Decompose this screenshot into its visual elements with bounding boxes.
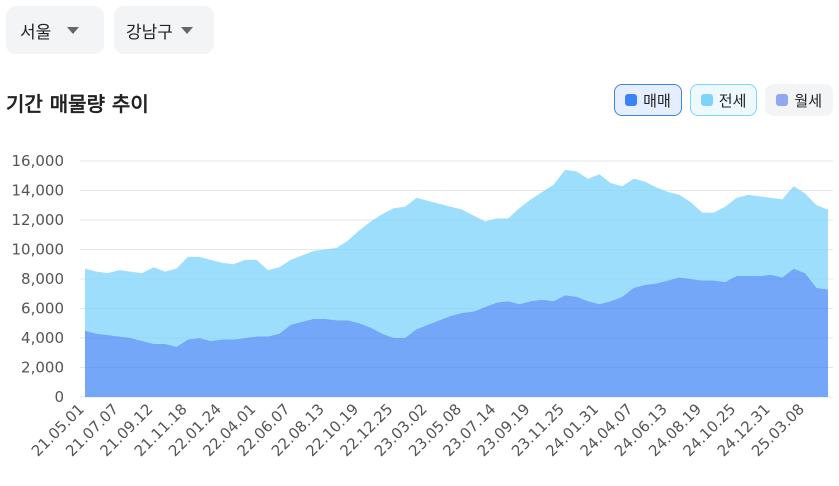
y-tick-label: 4,000 [21, 329, 64, 347]
district-label: 강남구 [126, 22, 173, 43]
legend-item[interactable]: 매매 [614, 84, 682, 116]
legend-label: 전세 [718, 91, 747, 110]
legend-label: 매매 [643, 91, 671, 110]
legend: 매매 전세 월세 [614, 84, 833, 116]
legend-swatch [625, 94, 638, 106]
area [85, 169, 828, 347]
y-tick-label: 0 [54, 388, 64, 406]
y-tick-label: 8,000 [21, 270, 64, 288]
region-dropdown[interactable]: 서울 [6, 6, 104, 54]
chart-title: 기간 매물량 추이 [6, 92, 149, 116]
y-tick-label: 2,000 [21, 359, 64, 377]
y-tick-label: 16,000 [12, 152, 65, 170]
y-tick-label: 12,000 [12, 211, 65, 229]
region-label: 서울 [20, 22, 52, 43]
legend-swatch [700, 94, 713, 106]
y-tick-label: 14,000 [12, 182, 65, 200]
y-tick-label: 10,000 [12, 241, 65, 259]
y-tick-label: 6,000 [21, 300, 64, 318]
area [85, 268, 828, 397]
legend-label: 월세 [794, 91, 822, 110]
legend-item[interactable]: 월세 [765, 84, 833, 116]
legend-swatch [776, 94, 789, 106]
district-dropdown[interactable]: 강남구 [114, 6, 214, 54]
legend-item[interactable]: 전세 [689, 84, 758, 116]
